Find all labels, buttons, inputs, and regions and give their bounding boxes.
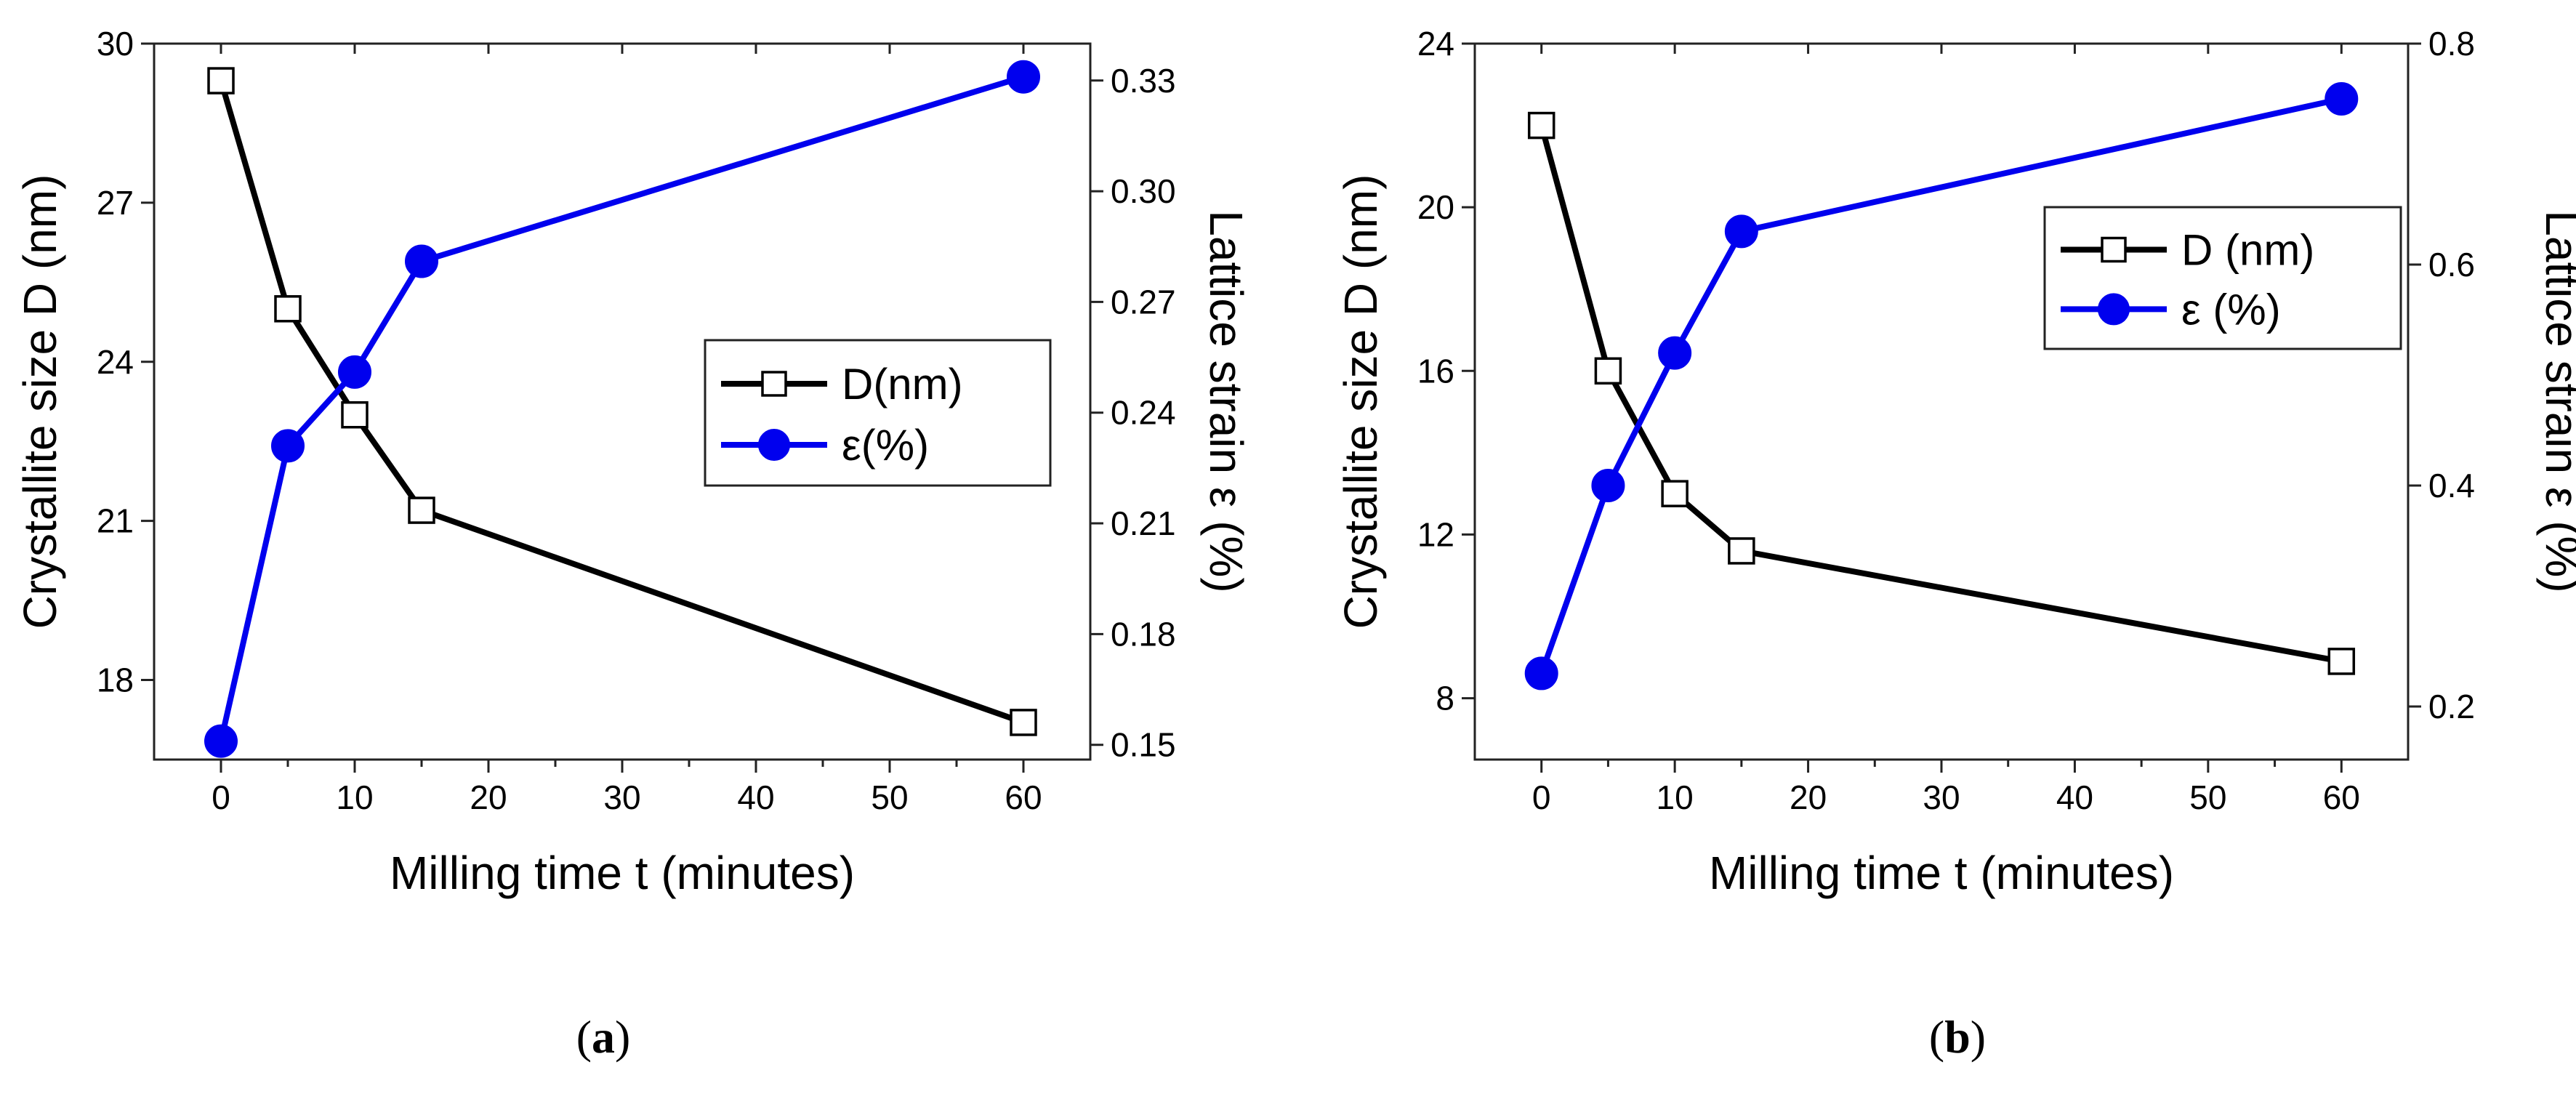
legend-marker — [2098, 293, 2130, 326]
y-tick-label: 21 — [97, 502, 134, 540]
data-point — [405, 244, 438, 278]
data-point — [341, 400, 369, 429]
x-tick-label: 40 — [737, 778, 774, 816]
y2-tick-label: 0.6 — [2428, 246, 2475, 283]
legend-marker — [758, 429, 790, 461]
data-point — [1524, 656, 1558, 691]
x-tick-label: 20 — [1790, 778, 1827, 816]
data-point — [274, 295, 302, 323]
y-tick-label: 30 — [97, 25, 134, 63]
chart-panel-b: 0 10 20 30 40 50 60 8 12 16 20 24 0.2 0.4 0.6 0.8 Millin… — [1335, 25, 2576, 899]
legend-label: ε (%) — [2181, 285, 2281, 334]
legend-label: D(nm) — [842, 360, 963, 408]
data-point — [1728, 537, 1755, 565]
y2-tick-label: 0.18 — [1111, 615, 1176, 653]
data-point — [2325, 82, 2359, 116]
x-tick-label: 10 — [336, 778, 373, 816]
y-axis-title: Crystallite size D (nm) — [14, 174, 66, 629]
x-axis-title: Milling time t (minutes) — [390, 847, 855, 899]
data-point — [1010, 709, 1037, 736]
y-tick-label: 20 — [1417, 188, 1454, 226]
y-tick-label: 18 — [97, 661, 134, 699]
legend-marker — [761, 371, 787, 397]
y2-tick-label: 0.24 — [1111, 394, 1176, 432]
x-tick-label: 20 — [470, 778, 507, 816]
legend-marker — [2101, 236, 2127, 263]
y-axis-title: Crystallite size D (nm) — [1335, 174, 1387, 629]
x-tick-label: 50 — [2189, 778, 2226, 816]
x-tick-label: 50 — [871, 778, 908, 816]
x-tick-label: 0 — [1532, 778, 1551, 816]
data-point — [1724, 214, 1758, 249]
y-tick-label: 12 — [1417, 515, 1454, 553]
y2-tick-label: 0.33 — [1111, 62, 1176, 100]
y2-tick-label: 0.27 — [1111, 283, 1176, 321]
data-point — [1594, 357, 1622, 385]
plot-frame — [1473, 42, 2410, 761]
y2-tick-label: 0.4 — [2428, 467, 2475, 504]
chart-panel-a: 0 10 20 30 40 50 60 18 21 24 27 30 0.15 0.18 0.21 0.24 0… — [14, 25, 1252, 899]
data-point — [1007, 60, 1040, 94]
x-tick-label: 30 — [1923, 778, 1960, 816]
data-point — [2327, 648, 2356, 675]
x-tick-label: 40 — [2056, 778, 2093, 816]
y2-tick-label: 0.30 — [1111, 172, 1176, 210]
x-tick-label: 30 — [603, 778, 640, 816]
x-tick-label: 60 — [1005, 778, 1042, 816]
data-point — [1658, 336, 1692, 370]
data-point — [207, 67, 235, 94]
y-tick-label: 8 — [1436, 680, 1454, 717]
x-tick-label: 0 — [212, 778, 230, 816]
data-point — [1661, 480, 1689, 507]
legend-box — [704, 339, 1052, 487]
y2-tick-label: 0.2 — [2428, 688, 2475, 725]
y-tick-label: 24 — [1417, 25, 1454, 63]
y2-axis-title: Lattice strain ε (%) — [2536, 210, 2576, 592]
y-tick-label: 27 — [97, 184, 134, 222]
legend-box — [2043, 206, 2402, 350]
data-point — [1527, 111, 1555, 140]
x-tick-label: 10 — [1657, 778, 1694, 816]
legend-label: ε(%) — [842, 421, 929, 470]
panel-label-b: (b) — [1929, 1011, 1986, 1063]
y-tick-label: 24 — [97, 343, 134, 381]
data-point — [408, 496, 435, 524]
data-point — [338, 355, 371, 389]
data-point — [1591, 469, 1625, 503]
data-point — [271, 429, 305, 463]
x-tick-label: 60 — [2323, 778, 2360, 816]
panel-label-a: (a) — [576, 1011, 631, 1063]
y2-tick-label: 0.15 — [1111, 726, 1176, 764]
y2-axis-title: Lattice strain ε (%) — [1200, 210, 1252, 592]
y2-tick-label: 0.8 — [2428, 25, 2475, 63]
y-tick-label: 16 — [1417, 352, 1454, 390]
x-axis-title: Milling time t (minutes) — [1709, 847, 2174, 899]
legend-label: D (nm) — [2181, 226, 2314, 275]
series-line-0 — [1538, 124, 2343, 664]
data-point — [204, 724, 238, 758]
y2-tick-label: 0.21 — [1111, 504, 1176, 542]
